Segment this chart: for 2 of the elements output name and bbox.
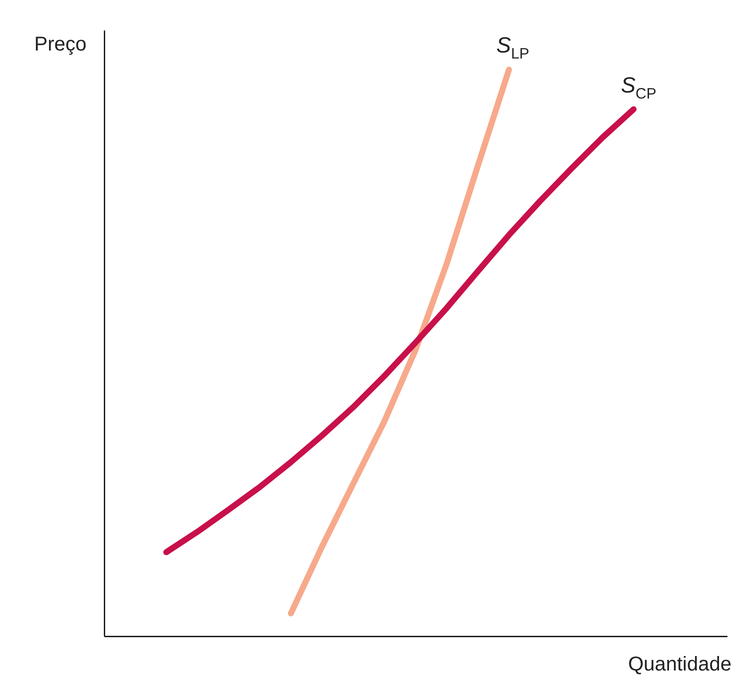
x-axis-title: Quantidade [628,654,732,676]
y-axis-title: Preço [34,34,86,56]
